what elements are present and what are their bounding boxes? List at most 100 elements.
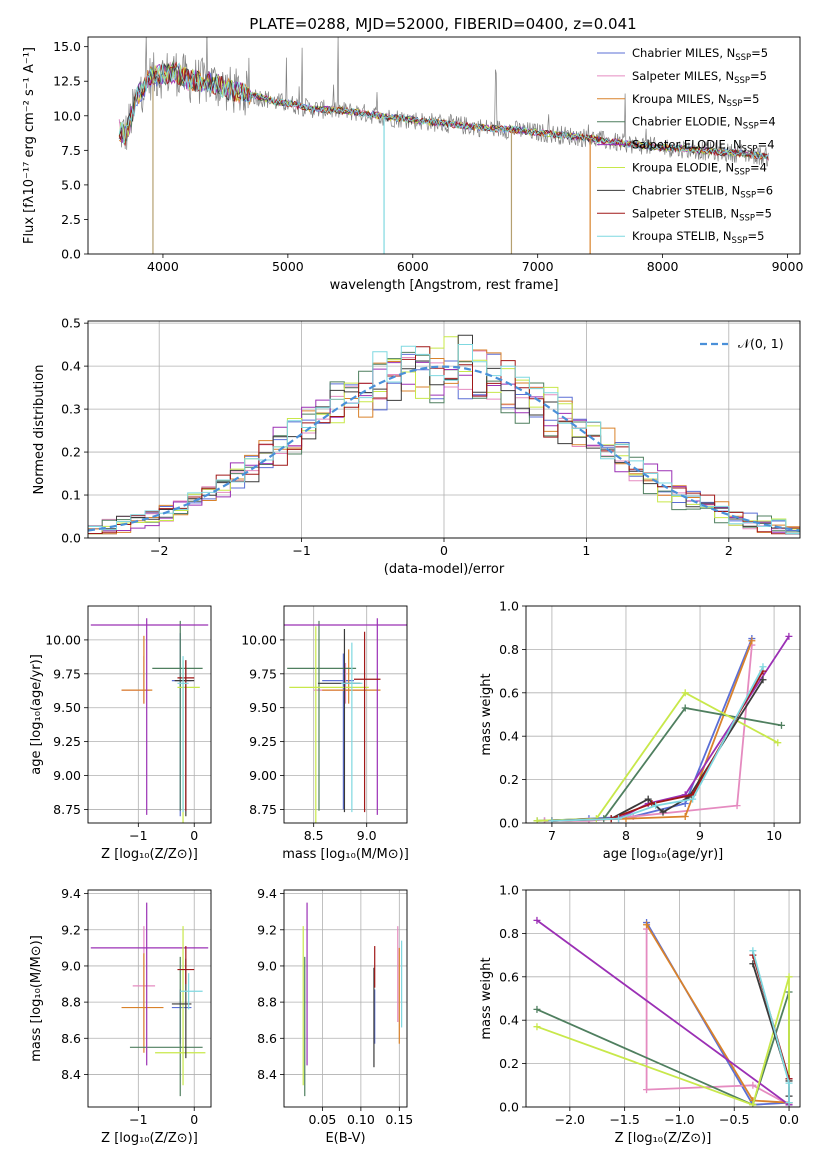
plot-area: [533, 916, 793, 1107]
x-axis-label: Z [log₁₀(Z/Z⊙)]: [615, 1131, 712, 1146]
y-tick-label: 0.2: [499, 1056, 519, 1071]
x-tick-label: 0.15: [385, 1112, 413, 1127]
y-tick-label: 0.3: [61, 402, 81, 417]
y-tick-label: 15.0: [53, 39, 81, 54]
weight-marker: [733, 802, 741, 810]
axes-frame: [525, 605, 801, 824]
panel-age-vs-mass: 8.5 9.0 8.75 9.00 9.25 9.50 9.75 10.00 mass [log…: [241, 605, 409, 862]
legend-entry: Kroupa ELODIE, NSSP=4: [632, 161, 767, 178]
weight-marker: [548, 817, 556, 823]
y-tick-label: 7.5: [61, 143, 81, 158]
x-tick-label: 9000: [772, 259, 804, 274]
plot-area: [88, 334, 800, 535]
y-tick-label: 8.75: [53, 802, 81, 817]
weight-marker: [659, 808, 667, 816]
y-tick-label: 9.0: [257, 958, 277, 973]
weight-marker: [774, 739, 782, 747]
panel-weight-vs-age: 7 8 9 10 0.0 0.2 0.4 0.6 0.8 1.0 age [log₁₀(age/yr…: [479, 599, 801, 862]
y-tick-label: 8.6: [61, 1031, 81, 1046]
y-tick-label: 0.8: [499, 642, 519, 657]
x-axis-label: mass [log₁₀(M/M⊙)]: [282, 847, 409, 862]
weight-marker: [681, 812, 689, 820]
weight-series-line: [544, 638, 753, 822]
y-tick-label: 8.8: [61, 995, 81, 1010]
y-tick-label: 9.00: [53, 768, 81, 783]
x-tick-label: 9.0: [357, 828, 377, 843]
x-axis-label: E(B-V): [325, 1131, 365, 1146]
weight-series-line: [536, 919, 790, 1107]
weight-series-line: [536, 991, 790, 1107]
residual-histogram: [88, 336, 800, 535]
panel-mass-vs-Z: −1 0 8.4 8.6 8.8 9.0 9.2 9.4 Z [log₁₀(Z/Z⊙)] mass…: [29, 886, 212, 1146]
y-tick-label: 0.0: [61, 531, 81, 546]
legend-entry: Kroupa STELIB, NSSP=5: [632, 229, 764, 246]
weight-marker: [643, 921, 651, 929]
y-tick-label: 9.25: [53, 734, 81, 749]
weight-marker: [533, 1023, 541, 1031]
y-tick-label: 0.6: [499, 969, 519, 984]
y-axis-label: mass weight: [479, 957, 494, 1039]
weight-series-line: [551, 640, 753, 822]
model-spectrum: [118, 61, 769, 161]
x-tick-label: −1: [292, 543, 310, 558]
figure-title: PLATE=0288, MJD=52000, FIBERID=0400, z=0…: [249, 15, 636, 33]
y-axis-label: Flux [fλ10⁻¹⁷ erg cm⁻² s⁻¹ A⁻¹]: [22, 47, 37, 244]
plot-area: [90, 902, 209, 1097]
weight-marker: [759, 676, 767, 684]
y-axis-label: mass [log₁₀(M/M⊙)]: [29, 935, 44, 1062]
y-tick-label: 9.50: [249, 700, 277, 715]
weight-marker: [749, 947, 757, 955]
x-tick-label: −1.0: [664, 1112, 694, 1127]
normal-reference-curve: [88, 365, 800, 532]
legend-entry: Kroupa MILES, NSSP=5: [632, 92, 759, 109]
y-tick-label: 9.2: [257, 922, 277, 937]
y-tick-label: 8.8: [257, 995, 277, 1010]
y-tick-label: 9.00: [249, 768, 277, 783]
x-tick-label: 1: [582, 543, 590, 558]
y-tick-label: 0.2: [499, 772, 519, 787]
x-tick-label: 8.5: [304, 828, 324, 843]
x-tick-label: 9: [696, 828, 704, 843]
panels: 4000 5000 6000 7000 8000 90000.02.55.07.510.0…: [22, 36, 804, 1146]
weight-marker: [749, 1101, 757, 1107]
x-tick-label: 2: [725, 543, 733, 558]
weight-series-line: [536, 976, 790, 1106]
weight-series-line: [544, 645, 753, 822]
x-axis-label: Z [log₁₀(Z/Z⊙)]: [101, 847, 198, 862]
weight-marker: [648, 799, 656, 807]
x-tick-label: 8: [622, 828, 630, 843]
plot-area: [118, 37, 769, 254]
x-tick-label: −2: [150, 543, 168, 558]
weight-series-line: [752, 963, 790, 1097]
axes-frame: [525, 889, 801, 1108]
weight-marker: [644, 795, 652, 803]
y-tick-label: 0.6: [499, 685, 519, 700]
plot-area: [90, 618, 209, 823]
x-tick-label: −1.5: [609, 1112, 639, 1127]
x-tick-label: 0.0: [779, 1112, 799, 1127]
axes-frame: [283, 605, 408, 824]
y-tick-label: 9.2: [61, 922, 81, 937]
residual-histogram: [88, 344, 800, 534]
y-tick-label: 0.8: [499, 926, 519, 941]
y-axis-label: Normed distribution: [32, 365, 47, 495]
y-tick-label: 0.4: [499, 729, 519, 744]
axes-frame: [283, 889, 408, 1108]
y-tick-label: 9.75: [53, 666, 81, 681]
x-axis-label: Z [log₁₀(Z/Z⊙)]: [101, 1131, 198, 1146]
y-axis-label: mass weight: [479, 673, 494, 755]
legend-entry: 𝒩(0, 1): [738, 336, 784, 351]
x-tick-label: 5000: [272, 259, 304, 274]
y-tick-label: 0.0: [499, 816, 519, 831]
legend: 𝒩(0, 1): [700, 336, 784, 351]
y-tick-label: 1.0: [499, 883, 519, 898]
legend-entry: Chabrier MILES, NSSP=5: [632, 46, 768, 63]
x-tick-label: −1: [129, 1112, 147, 1127]
y-tick-label: 9.50: [53, 700, 81, 715]
weight-marker: [681, 704, 689, 712]
y-tick-label: 0.4: [499, 1013, 519, 1028]
plot-area: [302, 902, 403, 1097]
y-tick-label: 10.0: [53, 108, 81, 123]
y-tick-label: 8.4: [257, 1067, 277, 1082]
weight-marker: [785, 973, 793, 981]
